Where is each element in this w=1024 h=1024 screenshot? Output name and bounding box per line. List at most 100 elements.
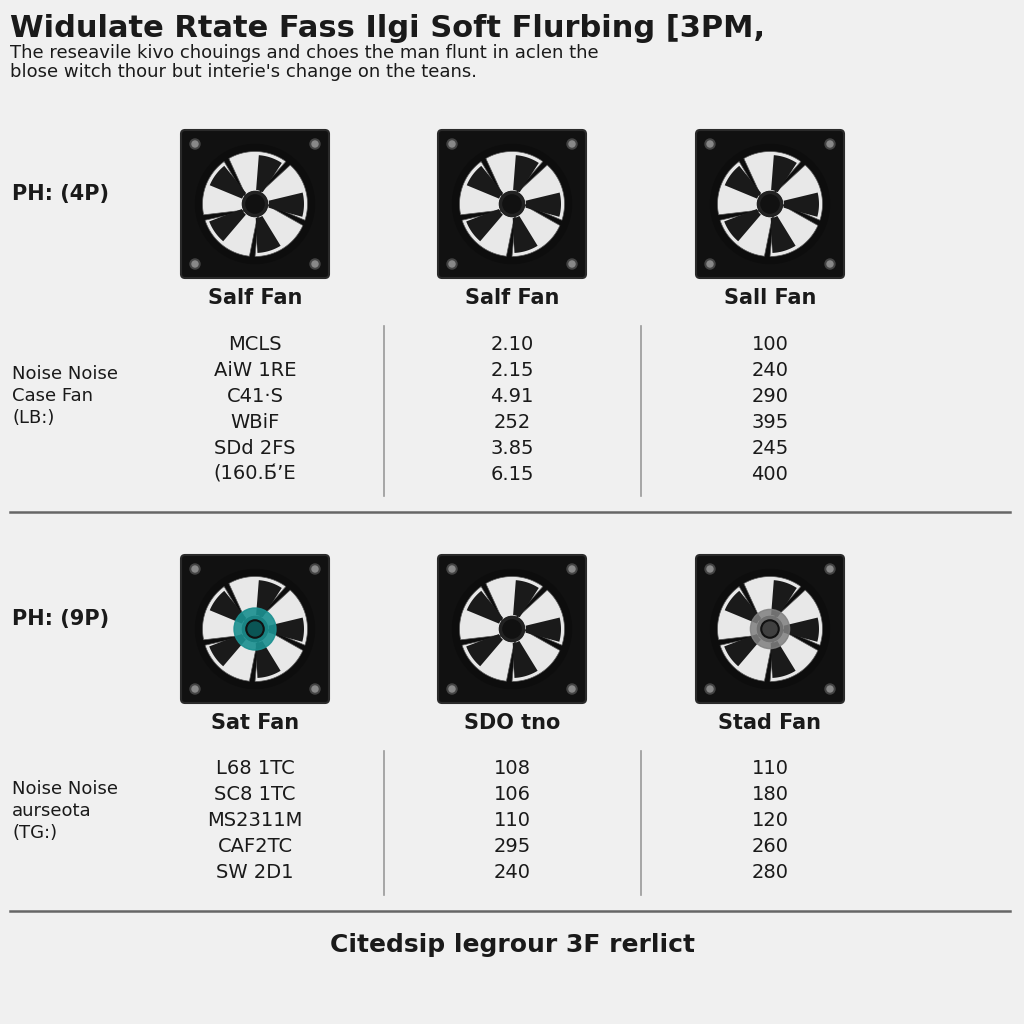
- Circle shape: [567, 564, 577, 574]
- Text: The reseavile kivo chouings and choes the man flunt in aclen the: The reseavile kivo chouings and choes th…: [10, 44, 599, 62]
- Polygon shape: [775, 590, 822, 645]
- Polygon shape: [210, 166, 246, 199]
- Text: (LB:): (LB:): [12, 409, 54, 427]
- Polygon shape: [720, 636, 772, 681]
- Text: Noise Noise: Noise Noise: [12, 365, 118, 383]
- Text: Case Fan: Case Fan: [12, 387, 93, 406]
- Polygon shape: [228, 577, 286, 621]
- Polygon shape: [210, 591, 246, 624]
- Text: 180: 180: [752, 785, 788, 805]
- Polygon shape: [512, 206, 560, 256]
- Text: MCLS: MCLS: [228, 335, 282, 353]
- FancyBboxPatch shape: [438, 555, 586, 703]
- Circle shape: [312, 141, 318, 147]
- Circle shape: [827, 686, 833, 692]
- Circle shape: [449, 686, 455, 692]
- Circle shape: [707, 686, 713, 692]
- Circle shape: [569, 141, 575, 147]
- Text: 4.91: 4.91: [490, 386, 534, 406]
- Circle shape: [567, 684, 577, 694]
- Polygon shape: [260, 590, 307, 645]
- Text: 2.15: 2.15: [490, 360, 534, 380]
- Circle shape: [567, 139, 577, 150]
- Polygon shape: [743, 152, 801, 196]
- Text: SW 2D1: SW 2D1: [216, 863, 294, 883]
- Text: 120: 120: [752, 811, 788, 830]
- Circle shape: [827, 141, 833, 147]
- Circle shape: [761, 620, 779, 638]
- Polygon shape: [205, 636, 257, 681]
- Text: Noise Noise: Noise Noise: [12, 780, 118, 798]
- Polygon shape: [770, 206, 818, 256]
- Polygon shape: [720, 211, 772, 256]
- Text: 252: 252: [494, 413, 530, 431]
- Polygon shape: [771, 156, 797, 193]
- Text: CAF2TC: CAF2TC: [217, 838, 293, 856]
- Circle shape: [711, 144, 829, 263]
- Circle shape: [827, 566, 833, 572]
- Polygon shape: [512, 631, 560, 682]
- Polygon shape: [467, 591, 503, 624]
- Circle shape: [190, 259, 200, 269]
- Polygon shape: [466, 634, 503, 667]
- Polygon shape: [771, 216, 796, 253]
- Polygon shape: [724, 634, 761, 667]
- Text: 280: 280: [752, 863, 788, 883]
- Circle shape: [310, 564, 319, 574]
- Circle shape: [711, 569, 829, 688]
- Circle shape: [825, 684, 835, 694]
- Text: SC8 1TC: SC8 1TC: [214, 785, 296, 805]
- Polygon shape: [255, 631, 303, 682]
- Text: SDO tno: SDO tno: [464, 713, 560, 733]
- Text: blose witch thour but interie's change on the teans.: blose witch thour but interie's change o…: [10, 63, 477, 81]
- Circle shape: [190, 564, 200, 574]
- Circle shape: [447, 564, 457, 574]
- Polygon shape: [724, 209, 761, 242]
- Circle shape: [827, 261, 833, 267]
- Text: WBiF: WBiF: [230, 413, 280, 431]
- Circle shape: [447, 139, 457, 150]
- Polygon shape: [770, 631, 818, 682]
- Polygon shape: [209, 634, 246, 667]
- Circle shape: [569, 686, 575, 692]
- Polygon shape: [260, 165, 307, 220]
- Polygon shape: [460, 587, 502, 640]
- Circle shape: [500, 616, 524, 642]
- Text: 6.15: 6.15: [490, 465, 534, 483]
- Polygon shape: [256, 156, 282, 193]
- Circle shape: [447, 684, 457, 694]
- Text: Sall Fan: Sall Fan: [724, 288, 816, 308]
- Circle shape: [503, 195, 521, 213]
- Circle shape: [449, 261, 455, 267]
- Polygon shape: [205, 211, 257, 256]
- Text: aurseota: aurseota: [12, 802, 91, 820]
- Polygon shape: [256, 641, 281, 678]
- FancyBboxPatch shape: [696, 555, 844, 703]
- Polygon shape: [228, 152, 286, 196]
- Circle shape: [705, 259, 715, 269]
- Circle shape: [310, 684, 319, 694]
- Circle shape: [193, 261, 198, 267]
- Circle shape: [449, 141, 455, 147]
- Polygon shape: [485, 152, 543, 196]
- Circle shape: [705, 139, 715, 150]
- Circle shape: [449, 566, 455, 572]
- Circle shape: [196, 144, 314, 263]
- Circle shape: [193, 686, 198, 692]
- Circle shape: [312, 566, 318, 572]
- Polygon shape: [525, 617, 561, 642]
- Text: 106: 106: [494, 785, 530, 805]
- Circle shape: [705, 684, 715, 694]
- Polygon shape: [513, 641, 538, 678]
- Polygon shape: [256, 581, 282, 617]
- Circle shape: [707, 261, 713, 267]
- Circle shape: [763, 622, 777, 636]
- Text: 245: 245: [752, 438, 788, 458]
- Text: 2.10: 2.10: [490, 335, 534, 353]
- Polygon shape: [771, 641, 796, 678]
- Polygon shape: [513, 581, 539, 617]
- Circle shape: [234, 608, 276, 650]
- Polygon shape: [268, 617, 304, 642]
- Text: 110: 110: [752, 760, 788, 778]
- Circle shape: [707, 566, 713, 572]
